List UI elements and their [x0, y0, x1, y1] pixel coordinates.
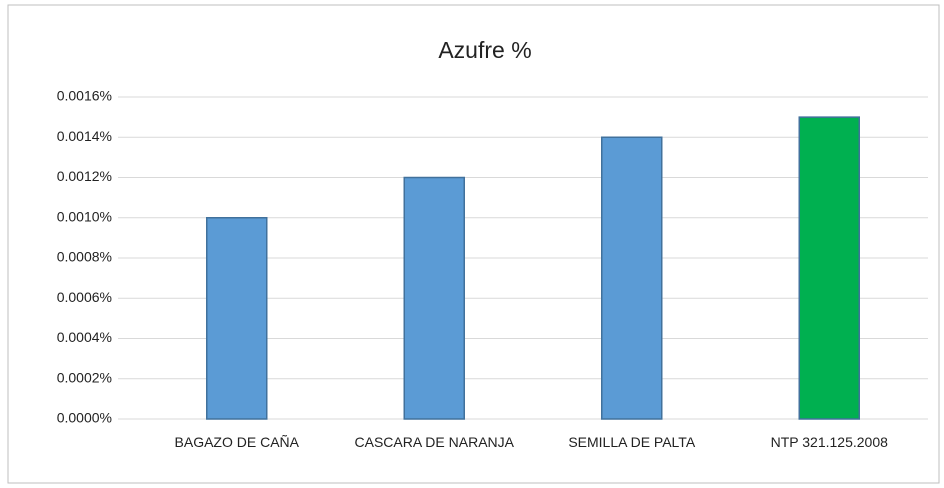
y-tick-label: 0.0006%	[57, 289, 112, 305]
y-tick-label: 0.0002%	[57, 369, 112, 385]
bar	[798, 116, 860, 420]
y-tick-label: 0.0012%	[57, 168, 112, 184]
y-tick-label: 0.0016%	[57, 88, 112, 104]
chart-title: Azufre %	[438, 37, 531, 63]
y-tick-label: 0.0000%	[57, 410, 112, 426]
y-tick-label: 0.0008%	[57, 249, 112, 265]
x-tick-label: CASCARA DE NARANJA	[354, 434, 514, 450]
bar	[206, 217, 268, 420]
bar	[601, 136, 663, 420]
x-tick-label: SEMILLA DE PALTA	[568, 434, 696, 450]
x-tick-label: BAGAZO DE CAÑA	[174, 434, 299, 450]
x-tick-label: NTP 321.125.2008	[770, 434, 888, 450]
chart-border	[7, 4, 940, 484]
y-tick-label: 0.0004%	[57, 329, 112, 345]
y-tick-label: 0.0010%	[57, 208, 112, 224]
y-tick-label: 0.0014%	[57, 128, 112, 144]
bar	[403, 176, 465, 420]
